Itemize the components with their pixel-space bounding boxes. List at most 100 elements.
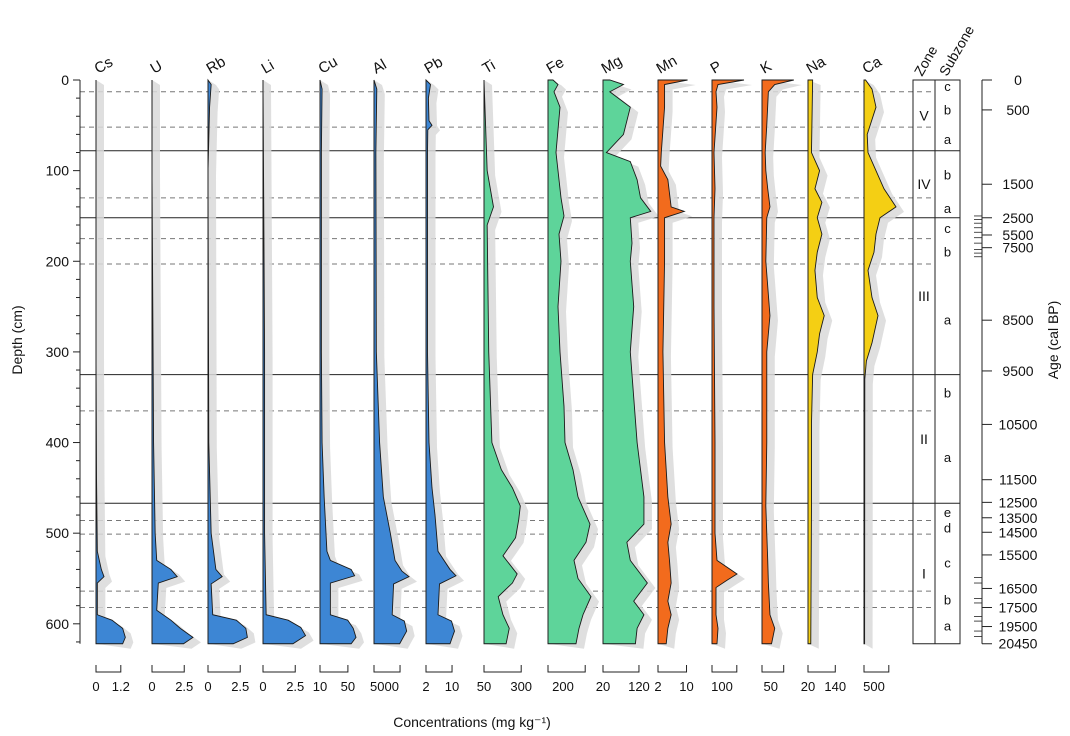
panel-title-rb: Rb xyxy=(204,53,229,77)
depth-tick-label: 400 xyxy=(46,435,70,451)
subzone-label: a xyxy=(944,132,952,147)
series-shadow-pb xyxy=(426,80,464,649)
series-area-ca xyxy=(863,79,897,645)
scale-bar xyxy=(863,665,890,673)
series-area-na xyxy=(807,79,825,645)
panel-p: P 100 xyxy=(708,58,752,694)
subzone-label: b xyxy=(944,592,951,607)
scale-tick-label: 1.2 xyxy=(112,679,130,694)
scale-tick-label: 20 xyxy=(801,679,815,694)
panel-mn: Mn 2 10 xyxy=(654,52,696,694)
scale-tick-label: 5000 xyxy=(370,679,399,694)
scale-bar xyxy=(547,665,586,673)
scale-tick-label: 50 xyxy=(341,679,355,694)
scale-bar xyxy=(207,665,241,673)
scale-tick-label: 0 xyxy=(148,679,155,694)
scale-bar xyxy=(319,665,349,673)
age-tick-label: 15500 xyxy=(999,547,1038,563)
panel-k: K 50 xyxy=(758,58,802,694)
depth-axis-title: Depth (cm) xyxy=(9,305,25,374)
panel-li: Li 0 2.5 xyxy=(259,57,314,694)
subzone-header: Subzone xyxy=(936,22,978,78)
zone-label: III xyxy=(918,288,930,304)
scale-tick-label: 50 xyxy=(477,679,491,694)
subzone-label: d xyxy=(944,520,951,535)
panel-title-cs: Cs xyxy=(92,54,116,78)
series-shadow-li xyxy=(263,80,314,649)
scale-tick-label: 0 xyxy=(259,679,266,694)
scale-bar xyxy=(262,665,296,673)
scale-tick-label: 140 xyxy=(824,679,846,694)
age-tick-label: 17500 xyxy=(999,599,1038,615)
scale-bar xyxy=(807,665,836,673)
scale-tick-label: 500 xyxy=(863,679,885,694)
subzone-label: b xyxy=(944,167,951,182)
series-shadow-k xyxy=(762,80,802,649)
age-tick-label: 0 xyxy=(1014,72,1022,88)
zone-label: II xyxy=(920,431,928,447)
panel-title-mg: Mg xyxy=(599,52,626,77)
scale-bar xyxy=(483,665,522,673)
age-tick-label: 19500 xyxy=(999,619,1038,635)
subzone-label: b xyxy=(944,102,951,117)
panel-title-fe: Fe xyxy=(544,54,568,77)
scale-tick-label: 2 xyxy=(654,679,661,694)
panel-cu: Cu 10 50 xyxy=(313,53,364,694)
zone-label: I xyxy=(922,566,926,582)
subzone-label: a xyxy=(944,619,952,634)
subzone-label: a xyxy=(944,312,952,327)
subzone-label: e xyxy=(944,505,951,520)
age-tick-label: 12500 xyxy=(999,494,1038,510)
panel-title-li: Li xyxy=(259,57,278,78)
panel-title-p: P xyxy=(708,58,725,78)
scale-tick-label: 10 xyxy=(679,679,693,694)
depth-tick-label: 500 xyxy=(46,525,70,541)
scale-tick-label: 10 xyxy=(445,679,459,694)
series-area-pb xyxy=(425,78,457,645)
scale-bar xyxy=(425,665,453,673)
depth-tick-label: 200 xyxy=(46,253,70,269)
series-area-cs xyxy=(95,80,126,645)
age-tick-label: 10500 xyxy=(999,416,1038,432)
depth-tick-label: 300 xyxy=(46,344,70,360)
scale-tick-label: 2.5 xyxy=(231,679,249,694)
subzone-label: c xyxy=(944,221,951,236)
age-tick-label: 13500 xyxy=(999,510,1038,526)
subzone-label: b xyxy=(944,244,951,259)
scale-bar xyxy=(95,665,122,673)
age-axis-title: Age (cal BP) xyxy=(1045,301,1061,380)
panel-ti: Ti 50 300 xyxy=(477,57,532,694)
scale-tick-label: 10 xyxy=(313,679,327,694)
panel-title-pb: Pb xyxy=(422,54,446,78)
series-area-al xyxy=(373,79,410,645)
age-tick-label: 11500 xyxy=(999,472,1037,488)
scale-bar xyxy=(151,665,185,673)
scale-bar xyxy=(711,665,738,673)
age-tick-label: 7500 xyxy=(1002,240,1033,256)
series-area-fe xyxy=(547,79,592,645)
panel-fe: Fe 200 xyxy=(544,54,599,694)
age-tick-label: 8500 xyxy=(1002,312,1033,328)
scale-tick-label: 0 xyxy=(92,679,99,694)
panel-title-ti: Ti xyxy=(480,57,499,78)
depth-tick-label: 100 xyxy=(46,163,70,179)
panel-ca: Ca 500 xyxy=(860,53,904,694)
panel-title-u: U xyxy=(148,57,166,77)
scale-tick-label: 2.5 xyxy=(286,679,304,694)
subzone-label: b xyxy=(944,386,951,401)
subzone-label: c xyxy=(944,556,951,571)
series-shadow-cs xyxy=(96,80,134,649)
depth-tick-label: 600 xyxy=(46,616,70,632)
panel-title-k: K xyxy=(758,58,775,78)
panel-na: Na 20 140 xyxy=(801,53,846,694)
series-area-p xyxy=(711,79,745,645)
zone-frame xyxy=(912,79,961,645)
series-area-k xyxy=(761,79,794,645)
scale-tick-label: 50 xyxy=(764,679,778,694)
age-tick-label: 1500 xyxy=(1002,176,1033,192)
series-area-cu xyxy=(319,79,357,645)
element-panels: Cs 0 1.2 U 0 2.5 Rb 0 2.5 Li 0 2.5 Cu 10 50 Al 5000 Pb 2 10… xyxy=(92,52,904,694)
